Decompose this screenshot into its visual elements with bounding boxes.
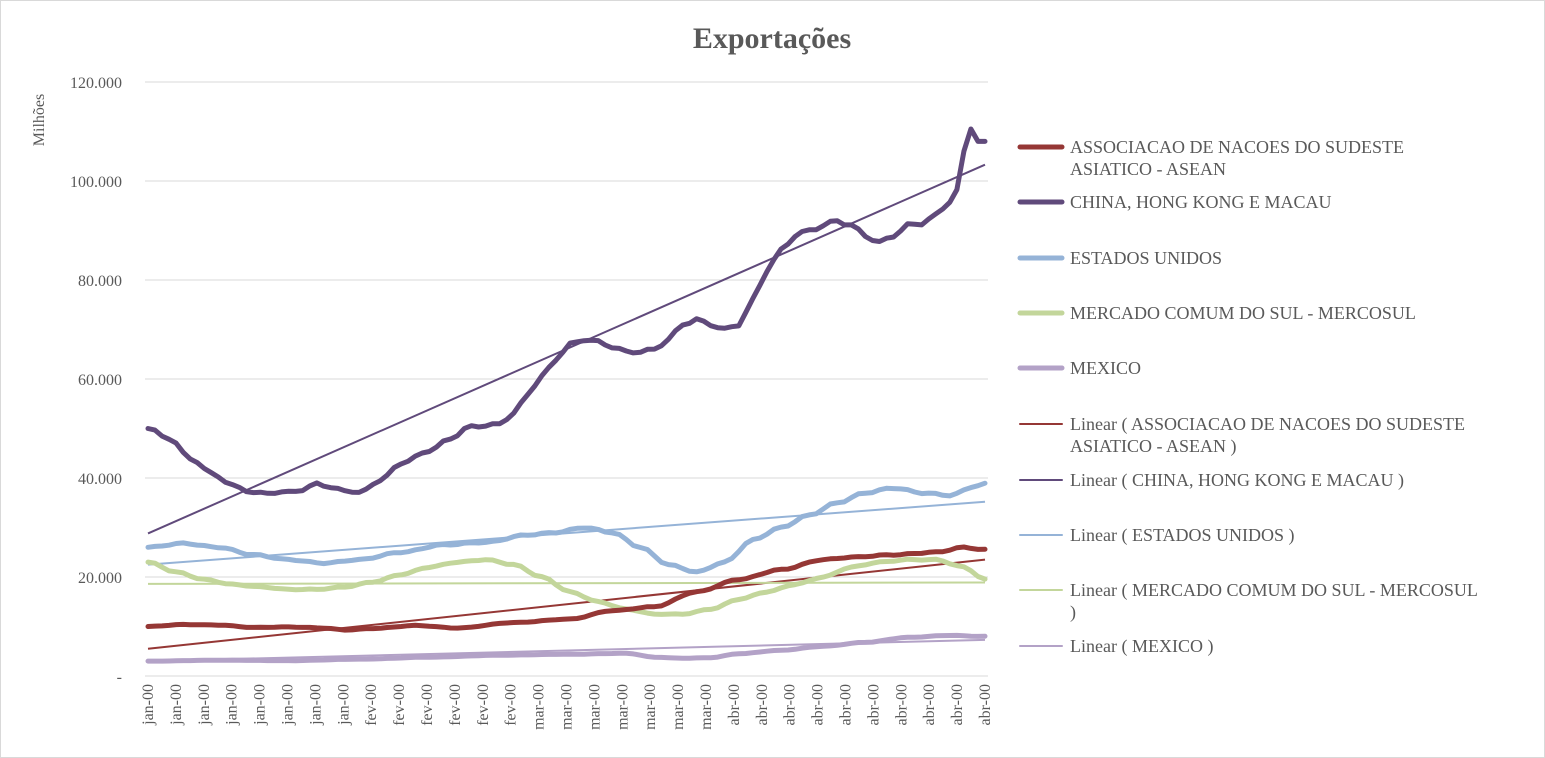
- x-tick-label: fev-00: [391, 684, 408, 726]
- legend-label: Linear ( MEXICO ): [1070, 636, 1213, 657]
- x-tick-label: fev-00: [475, 684, 492, 726]
- series-line-4: [145, 632, 988, 664]
- x-tick-label: fev-00: [363, 684, 380, 726]
- legend-label: ): [1070, 602, 1076, 623]
- series-line-0: [145, 544, 988, 633]
- x-tick-label: fev-00: [503, 684, 520, 726]
- y-tick-label: 60.000: [78, 372, 122, 389]
- x-tick-label: abr-00: [726, 684, 743, 725]
- gridlines: [145, 81, 988, 677]
- x-tick-label: abr-00: [838, 684, 855, 725]
- x-tick-label: fev-00: [447, 684, 464, 726]
- x-tick-label: mar-00: [614, 684, 631, 730]
- x-tick-label: abr-00: [949, 684, 966, 725]
- x-tick-label: mar-00: [670, 684, 687, 730]
- legend-label: MERCADO COMUM DO SUL - MERCOSUL: [1070, 303, 1416, 323]
- x-tick-label: abr-00: [754, 684, 771, 725]
- legend-label: Linear ( ESTADOS UNIDOS ): [1070, 525, 1295, 546]
- series-line-1: [145, 126, 988, 496]
- legend-label: Linear ( ASSOCIACAO DE NACOES DO SUDESTE: [1070, 414, 1465, 435]
- legend-label: MEXICO: [1070, 358, 1141, 378]
- x-tick-label: jan-00: [196, 684, 213, 726]
- legend-label: CHINA, HONG KONG E MACAU: [1070, 192, 1332, 212]
- x-tick-label: jan-00: [335, 684, 352, 726]
- x-tick-label: mar-00: [642, 684, 659, 730]
- x-tick-label: fev-00: [419, 684, 436, 726]
- legend-label: ESTADOS UNIDOS: [1070, 248, 1222, 268]
- x-tick-label: jan-00: [140, 684, 157, 726]
- trendline-associacao: [147, 558, 986, 650]
- x-tick-label: mar-00: [559, 684, 576, 730]
- y-axis-label: Milhões: [31, 94, 48, 146]
- x-tick-label: mar-00: [698, 684, 715, 730]
- series-line-3: [145, 556, 988, 617]
- legend-label: Linear ( CHINA, HONG KONG E MACAU ): [1070, 470, 1404, 491]
- x-tick-label: mar-00: [586, 684, 603, 730]
- y-tick-label: 20.000: [78, 570, 122, 587]
- x-tick-label: abr-00: [977, 684, 994, 725]
- y-tick-label: 120.000: [70, 75, 122, 92]
- x-tick-label: jan-00: [280, 684, 297, 726]
- y-tick-label: -: [117, 669, 122, 686]
- chart-title: Exportações: [693, 22, 851, 55]
- legend: ASSOCIACAO DE NACOES DO SUDESTEASIATICO …: [1017, 137, 1478, 657]
- x-tick-label: mar-00: [531, 684, 548, 730]
- trendline-mercado: [147, 581, 986, 585]
- x-tick-label: jan-00: [224, 684, 241, 726]
- legend-label: ASIATICO - ASEAN: [1070, 159, 1226, 179]
- x-tick-label: abr-00: [893, 684, 910, 725]
- x-axis-ticks: jan-00 jan-00 jan-00 jan-00 jan-00 jan-00 jan-…: [140, 684, 994, 730]
- x-tick-label: abr-00: [865, 684, 882, 725]
- y-tick-label: 80.000: [78, 273, 122, 290]
- x-tick-label: jan-00: [168, 684, 185, 726]
- y-tick-label: 40.000: [78, 471, 122, 488]
- series-lines: [145, 126, 988, 664]
- legend-label: ASSOCIACAO DE NACOES DO SUDESTE: [1070, 137, 1404, 157]
- y-tick-label: 100.000: [70, 174, 122, 191]
- series-line-2: [145, 480, 988, 575]
- x-tick-label: abr-00: [782, 684, 799, 725]
- x-tick-label: jan-00: [252, 684, 269, 726]
- x-tick-label: abr-00: [810, 684, 827, 725]
- legend-label: ASIATICO - ASEAN ): [1070, 436, 1237, 457]
- x-tick-label: jan-00: [307, 684, 324, 726]
- x-tick-label: abr-00: [921, 684, 938, 725]
- legend-label: Linear ( MERCADO COMUM DO SUL - MERCOSUL: [1070, 580, 1478, 601]
- y-axis-ticks: - 20.000 40.000 60.000 80.000 100.000 120.000: [70, 75, 122, 686]
